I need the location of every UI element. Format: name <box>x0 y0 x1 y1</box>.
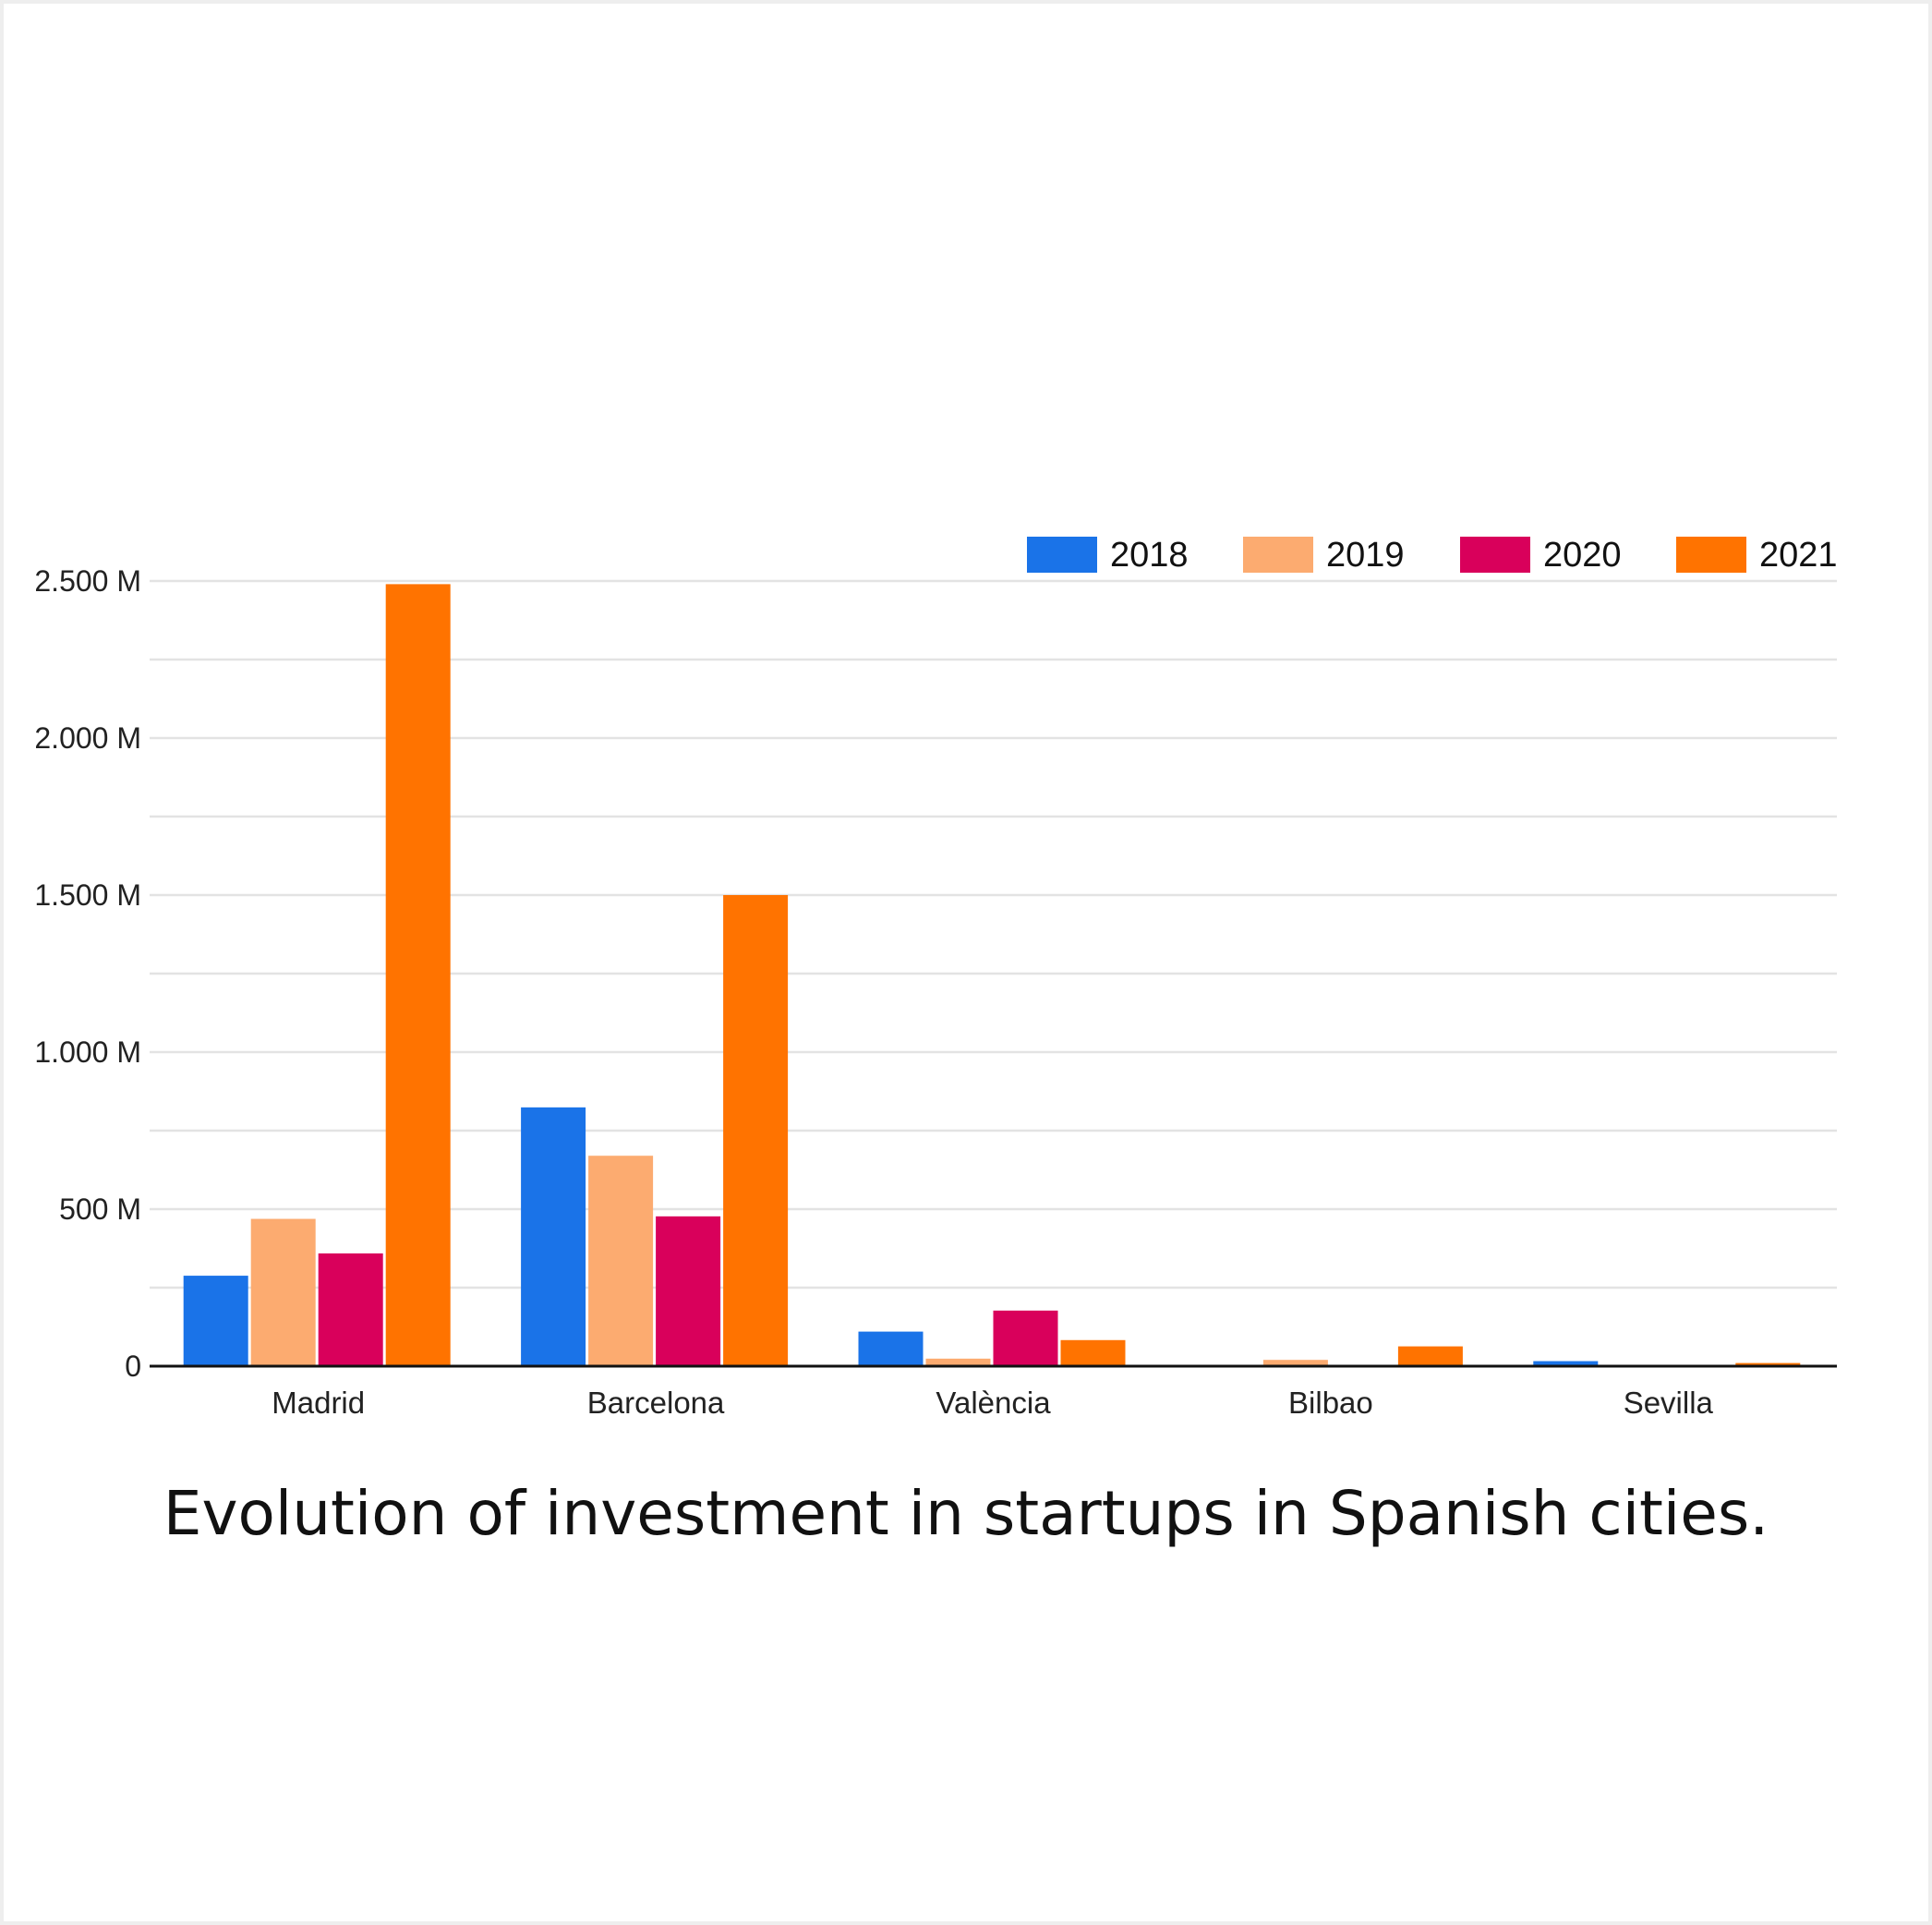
bar-2020-Barcelona <box>656 1216 721 1366</box>
bar-2019-València <box>925 1358 991 1366</box>
bar-2021-Barcelona <box>723 895 789 1366</box>
bar-2021-Sevilla <box>1735 1362 1801 1366</box>
y-tick-label: 2.500 M <box>34 564 141 598</box>
x-tick-label: Barcelona <box>587 1386 725 1420</box>
bar-2018-València <box>858 1331 924 1366</box>
legend-swatch-2021 <box>1676 537 1746 573</box>
bar-2019-Madrid <box>250 1218 316 1366</box>
chart-title: Evolution of investment in startups in S… <box>163 1478 1769 1549</box>
x-tick-label: València <box>936 1386 1051 1420</box>
y-tick-label: 500 M <box>59 1193 141 1226</box>
bar-2019-Barcelona <box>588 1156 654 1366</box>
legend-swatch-2019 <box>1243 537 1313 573</box>
bar-2021-Madrid <box>385 584 451 1366</box>
bar-2018-Sevilla <box>1533 1361 1599 1366</box>
bar-2020-València <box>993 1310 1058 1366</box>
bar-2020-Madrid <box>318 1253 383 1366</box>
legend-label: 2018 <box>1110 536 1189 575</box>
x-tick-label: Bilbao <box>1288 1386 1373 1420</box>
y-tick-label: 0 <box>125 1350 141 1383</box>
x-tick-label: Madrid <box>272 1386 365 1420</box>
legend-label: 2020 <box>1543 536 1622 575</box>
y-tick-label: 2.000 M <box>34 721 141 755</box>
x-tick-label: Sevilla <box>1624 1386 1714 1420</box>
legend-label: 2019 <box>1326 536 1405 575</box>
bar-2021-València <box>1060 1339 1126 1366</box>
legend-swatch-2018 <box>1027 537 1097 573</box>
legend-label: 2021 <box>1759 536 1838 575</box>
bar-2019-Bilbao <box>1262 1360 1328 1366</box>
bar-2018-Barcelona <box>521 1107 586 1366</box>
bar-2021-Bilbao <box>1397 1346 1463 1366</box>
y-tick-label: 1.000 M <box>34 1035 141 1069</box>
bar-2018-Madrid <box>183 1276 248 1366</box>
legend-swatch-2020 <box>1460 537 1530 573</box>
y-tick-label: 1.500 M <box>34 878 141 912</box>
